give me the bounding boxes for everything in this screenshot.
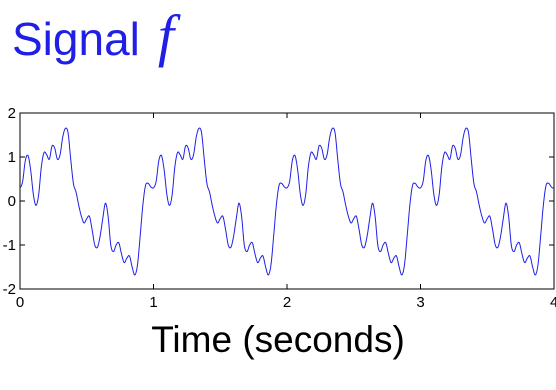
x-tick-label: 4 (550, 294, 556, 311)
chart-title: Signal f (12, 3, 174, 68)
x-tick-label: 0 (16, 294, 24, 311)
y-tick-label: 0 (8, 193, 16, 210)
y-tick-label: 2 (8, 105, 16, 122)
plot-frame (19, 112, 555, 290)
y-tick-label: -2 (3, 281, 16, 298)
x-tick-label: 1 (149, 294, 157, 311)
signal-line (19, 127, 555, 276)
y-tick-label: 1 (8, 149, 16, 166)
title-symbol: f (157, 3, 174, 68)
x-axis: 0 1 2 3 4 (16, 113, 556, 311)
x-axis-label: Time (seconds) (151, 319, 405, 360)
y-axis: 2 1 0 -1 -2 (3, 105, 554, 298)
x-tick-label: 3 (416, 294, 424, 311)
x-tick-label: 2 (283, 294, 291, 311)
y-tick-label: -1 (3, 237, 16, 254)
